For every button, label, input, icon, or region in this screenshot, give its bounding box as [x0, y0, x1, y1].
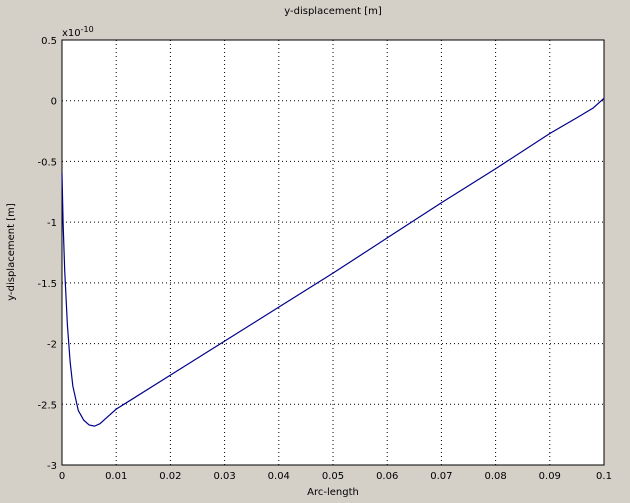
- multiplier-base: x10: [62, 28, 81, 39]
- y-tick-label: -3: [47, 461, 57, 472]
- y-tick-label: -2: [47, 340, 57, 351]
- y-tick-label: -1.5: [37, 279, 57, 290]
- x-tick-label: 0.03: [213, 471, 235, 482]
- x-axis-label: Arc-length: [307, 487, 359, 498]
- x-tick-label: 0.1: [596, 471, 612, 482]
- x-tick-label: 0.01: [105, 471, 127, 482]
- x-tick-label: 0.09: [539, 471, 561, 482]
- chart-title: y-displacement [m]: [284, 6, 382, 17]
- x-tick-label: 0.05: [322, 471, 344, 482]
- y-tick-label: -1: [47, 218, 57, 229]
- data-line: [61, 97, 605, 427]
- x-tick-label: 0.04: [268, 471, 290, 482]
- x-tick-label: 0.02: [159, 471, 181, 482]
- y-tick-label: 0.5: [41, 36, 57, 47]
- x-tick-label: 0.07: [430, 471, 452, 482]
- x-tick-label: 0: [59, 471, 65, 482]
- y-tick-label: 0: [51, 97, 57, 108]
- y-tick-label: -0.5: [37, 157, 57, 168]
- multiplier-exponent: -10: [81, 25, 94, 34]
- y-tick-label: -2.5: [37, 400, 57, 411]
- x-tick-label: 0.08: [484, 471, 506, 482]
- y-multiplier: x10-10: [62, 25, 94, 39]
- y-axis-label: y-displacement [m]: [6, 203, 17, 301]
- x-tick-label: 0.06: [376, 471, 398, 482]
